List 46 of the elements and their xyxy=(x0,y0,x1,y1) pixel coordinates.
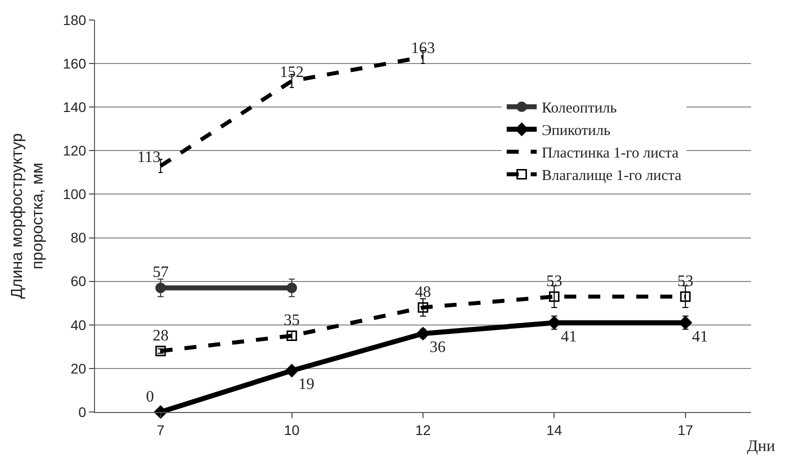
x-tick-label: 17 xyxy=(678,422,694,438)
y-tick-label: 60 xyxy=(70,273,86,290)
point xyxy=(154,405,168,419)
x-axis-title: Дни xyxy=(747,438,776,455)
y-tick-label: 0 xyxy=(78,404,86,420)
point xyxy=(286,282,298,294)
data-label: 53 xyxy=(677,272,694,290)
data-label: 48 xyxy=(415,284,431,301)
y-axis-title: Длина морфоструктур проростка, мм xyxy=(8,133,47,299)
y-tick-label: 80 xyxy=(70,230,86,246)
point xyxy=(155,282,166,294)
data-label: 53 xyxy=(546,272,562,290)
x-tick-label: 7 xyxy=(156,422,165,438)
point xyxy=(285,364,298,378)
data-label: 36 xyxy=(430,339,446,356)
y-tick-label: 160 xyxy=(62,55,86,72)
point xyxy=(680,291,691,302)
y-tick-label: 140 xyxy=(62,99,86,116)
point xyxy=(418,302,428,313)
data-label: 41 xyxy=(692,328,708,346)
data-label: 0 xyxy=(146,388,154,406)
point xyxy=(155,346,166,356)
point xyxy=(416,327,430,340)
y-tick-label: 20 xyxy=(70,360,86,376)
legend-label: Влагалище 1-го листа xyxy=(542,168,682,184)
legend-label: Эпикотиль xyxy=(542,123,611,140)
point xyxy=(548,316,561,330)
legend-label: Колеоптиль xyxy=(542,100,618,117)
x-tick-label: 14 xyxy=(546,422,562,438)
y-tick-label: 180 xyxy=(62,12,86,28)
data-label: 35 xyxy=(284,312,300,330)
data-label: 28 xyxy=(152,327,169,344)
data-label: 41 xyxy=(560,328,577,346)
y-tick-label: 40 xyxy=(70,316,86,333)
data-label: 152 xyxy=(280,64,304,81)
y-tick-label: 120 xyxy=(62,142,86,159)
legend-label: Пластинка 1-го листа xyxy=(542,146,679,162)
data-label: 19 xyxy=(298,376,314,394)
x-tick-label: 10 xyxy=(284,422,300,438)
data-label: 113 xyxy=(137,148,161,166)
data-label: 57 xyxy=(152,264,169,282)
data-label: 163 xyxy=(411,40,435,58)
point xyxy=(678,316,692,330)
x-tick-label: 12 xyxy=(415,422,431,438)
y-tick-label: 100 xyxy=(62,186,86,202)
point xyxy=(548,291,560,302)
